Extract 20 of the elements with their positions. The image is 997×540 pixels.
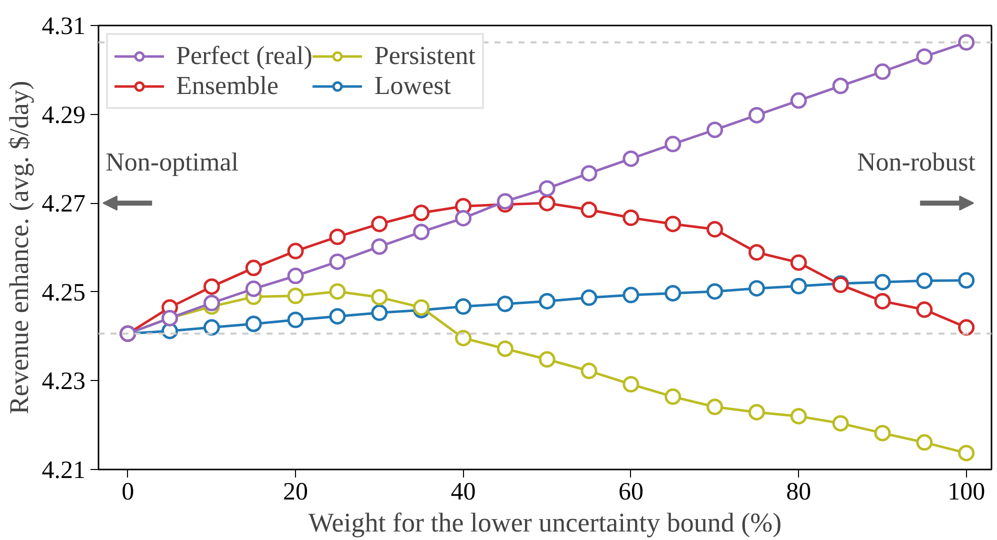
annotation: Non-robust bbox=[856, 147, 976, 176]
legend-label: Lowest bbox=[374, 71, 451, 101]
x-tick-label: 0 bbox=[122, 478, 134, 506]
y-tick-label: 4.21 bbox=[42, 457, 86, 484]
x-tick-label: 60 bbox=[618, 478, 644, 506]
legend-label: Ensemble bbox=[176, 71, 279, 101]
y-tick-label: 4.25 bbox=[42, 279, 86, 306]
y-axis-title: Revenue enhance. (avg. $/day) bbox=[4, 80, 34, 414]
x-tick-label: 40 bbox=[450, 478, 476, 506]
x-axis-title: Weight for the lower uncertainty bound (%) bbox=[308, 508, 782, 538]
legend-label: Persistent bbox=[374, 41, 476, 71]
annotation: Non-optimal bbox=[106, 147, 239, 176]
y-tick-label: 4.29 bbox=[42, 102, 86, 129]
y-tick-label: 4.31 bbox=[42, 13, 86, 40]
x-tick-label: 20 bbox=[283, 478, 308, 506]
y-tick-label: 4.23 bbox=[42, 368, 86, 396]
x-tick-label: 80 bbox=[786, 478, 812, 506]
y-tick-label: 4.27 bbox=[42, 190, 86, 218]
x-tick-label: 100 bbox=[948, 478, 986, 506]
legend-label: Perfect (real) bbox=[176, 41, 312, 71]
